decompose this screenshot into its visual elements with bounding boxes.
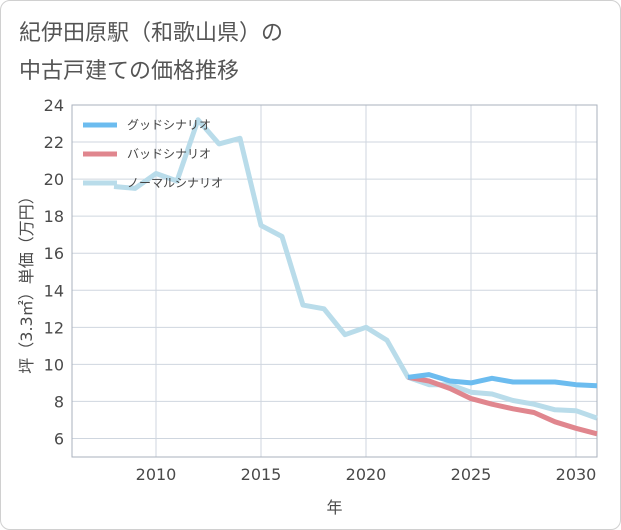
x-tick-label: 2025 bbox=[451, 465, 492, 484]
chart-title: 紀伊田原駅（和歌山県）の 中古戸建ての価格推移 bbox=[19, 15, 519, 91]
chart-title-line-1: 紀伊田原駅（和歌山県）の bbox=[19, 21, 284, 46]
y-tick-label: 18 bbox=[44, 207, 64, 226]
chart-title-line-2: 中古戸建ての価格推移 bbox=[19, 59, 240, 84]
y-tick-label: 22 bbox=[44, 133, 64, 152]
y-tick-label: 10 bbox=[44, 355, 64, 374]
legend-label: ノーマルシナリオ bbox=[127, 176, 223, 190]
legend-label: グッドシナリオ bbox=[127, 118, 211, 132]
y-tick-label: 16 bbox=[44, 244, 64, 263]
x-axis-label: 年 bbox=[326, 498, 342, 517]
series-line-2 bbox=[407, 374, 598, 437]
x-tick-label: 2020 bbox=[346, 465, 387, 484]
y-tick-label: 12 bbox=[44, 318, 64, 337]
y-tick-label: 6 bbox=[54, 429, 64, 448]
x-tick-label: 2010 bbox=[136, 465, 177, 484]
plot-area bbox=[71, 104, 598, 458]
y-tick-label: 20 bbox=[44, 170, 64, 189]
legend-label: バッドシナリオ bbox=[127, 147, 211, 161]
x-tick-label: 2030 bbox=[556, 465, 597, 484]
grid-lines bbox=[72, 104, 597, 457]
y-axis-label: 坪（3.3㎡）単価（万円） bbox=[17, 188, 36, 373]
y-tick-label: 14 bbox=[44, 281, 64, 300]
series-line-1 bbox=[407, 372, 598, 389]
x-tick-label: 2015 bbox=[241, 465, 282, 484]
y-tick-label: 24 bbox=[44, 96, 64, 115]
x-axis-ticks: 2010 2015 2020 2025 2030 bbox=[136, 465, 597, 484]
series-lines bbox=[113, 117, 598, 437]
y-tick-label: 8 bbox=[54, 392, 64, 411]
y-axis-ticks: 6 8 10 12 14 16 18 20 22 24 bbox=[44, 96, 64, 448]
series-line-3 bbox=[113, 117, 598, 421]
